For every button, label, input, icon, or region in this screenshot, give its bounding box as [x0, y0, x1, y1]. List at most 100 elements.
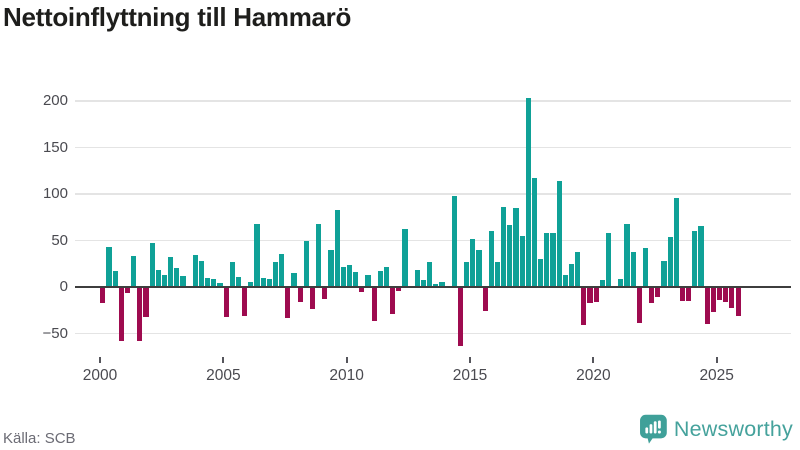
bar: [272, 261, 279, 287]
source-note: Källa: SCB: [3, 430, 76, 447]
bar: [636, 287, 642, 324]
bar: [365, 274, 371, 287]
bar: [624, 223, 630, 287]
y-gridline: [75, 193, 791, 195]
bar: [303, 241, 309, 287]
bar: [562, 274, 568, 287]
bar: [649, 287, 655, 303]
bar: [396, 287, 402, 291]
bar: [420, 279, 427, 287]
bar: [673, 197, 679, 287]
bar: [291, 273, 297, 287]
bar: [143, 287, 149, 317]
bar: [704, 287, 710, 325]
bar: [235, 276, 242, 287]
bar: [686, 287, 692, 301]
bar: [599, 279, 605, 287]
bar: [390, 287, 396, 314]
x-axis-tick: [345, 357, 348, 363]
bar: [655, 287, 661, 298]
bar: [433, 284, 439, 287]
y-axis-label: 50: [51, 231, 68, 249]
bar: [556, 180, 562, 287]
x-axis-tick: [469, 357, 472, 363]
bar: [729, 287, 735, 309]
bar: [131, 256, 137, 287]
bar: [568, 263, 575, 287]
bar: [451, 195, 457, 287]
bar: [118, 287, 124, 341]
bar: [538, 259, 544, 287]
bar: [174, 268, 180, 287]
x-axis-label: 2025: [699, 367, 734, 384]
bar: [377, 271, 383, 287]
bar: [149, 243, 155, 287]
bar: [550, 233, 556, 287]
bar: [137, 287, 143, 341]
x-axis-label: 2005: [206, 367, 241, 384]
y-axis-label: 150: [42, 138, 68, 156]
bar: [587, 287, 593, 303]
x-axis-tick: [715, 357, 718, 363]
bar: [427, 261, 433, 287]
bar: [279, 253, 285, 287]
chart-title: Nettoinflyttning till Hammarö: [3, 2, 352, 32]
bar: [334, 209, 340, 287]
bar: [248, 282, 254, 287]
x-axis-label: 2000: [82, 367, 118, 384]
bar: [340, 267, 346, 287]
bar: [383, 267, 390, 287]
newsworthy-icon: [639, 414, 667, 444]
bar: [316, 223, 322, 287]
x-axis-label: 2020: [576, 367, 611, 384]
x-axis-tick: [99, 357, 101, 363]
bar: [513, 207, 519, 287]
newsworthy-logo: Newsworthy: [639, 414, 793, 444]
y-gridline: [75, 146, 791, 149]
bar: [519, 235, 525, 287]
bar: [217, 283, 223, 287]
y-gridline: [75, 100, 791, 102]
bar: [322, 287, 328, 300]
bar: [531, 178, 538, 287]
bar: [717, 287, 723, 301]
bar: [476, 249, 482, 287]
bar: [371, 287, 377, 322]
bar: [205, 277, 211, 287]
bar: [266, 278, 272, 287]
bar: [593, 287, 599, 302]
bar: [457, 287, 464, 346]
bar: [353, 272, 359, 287]
bar: [464, 261, 470, 287]
bar: [155, 270, 161, 287]
bar: [544, 233, 550, 287]
y-axis-label: 200: [42, 92, 68, 109]
bar: [359, 287, 365, 292]
bar: [723, 287, 729, 302]
bar: [192, 255, 198, 287]
bar: [242, 287, 248, 316]
x-axis-label: 2015: [452, 367, 488, 384]
bar: [223, 287, 229, 317]
bar: [328, 249, 334, 287]
bar: [488, 231, 494, 287]
bar: [692, 231, 698, 287]
y-axis-label: 0: [59, 278, 68, 295]
bar: [642, 247, 649, 287]
bar: [168, 257, 174, 287]
x-axis-tick: [592, 357, 595, 363]
bar: [106, 247, 112, 287]
bar: [581, 287, 587, 326]
bar: [494, 261, 501, 287]
bar: [575, 251, 581, 287]
bar: [297, 287, 303, 302]
y-gridline: [75, 332, 791, 335]
newsworthy-wordmark: Newsworthy: [673, 416, 793, 441]
x-axis-label: 2010: [329, 367, 364, 384]
bar: [667, 236, 673, 287]
bar: [501, 207, 507, 287]
bar: [309, 287, 316, 310]
bar: [482, 287, 488, 312]
bar: [260, 277, 266, 287]
